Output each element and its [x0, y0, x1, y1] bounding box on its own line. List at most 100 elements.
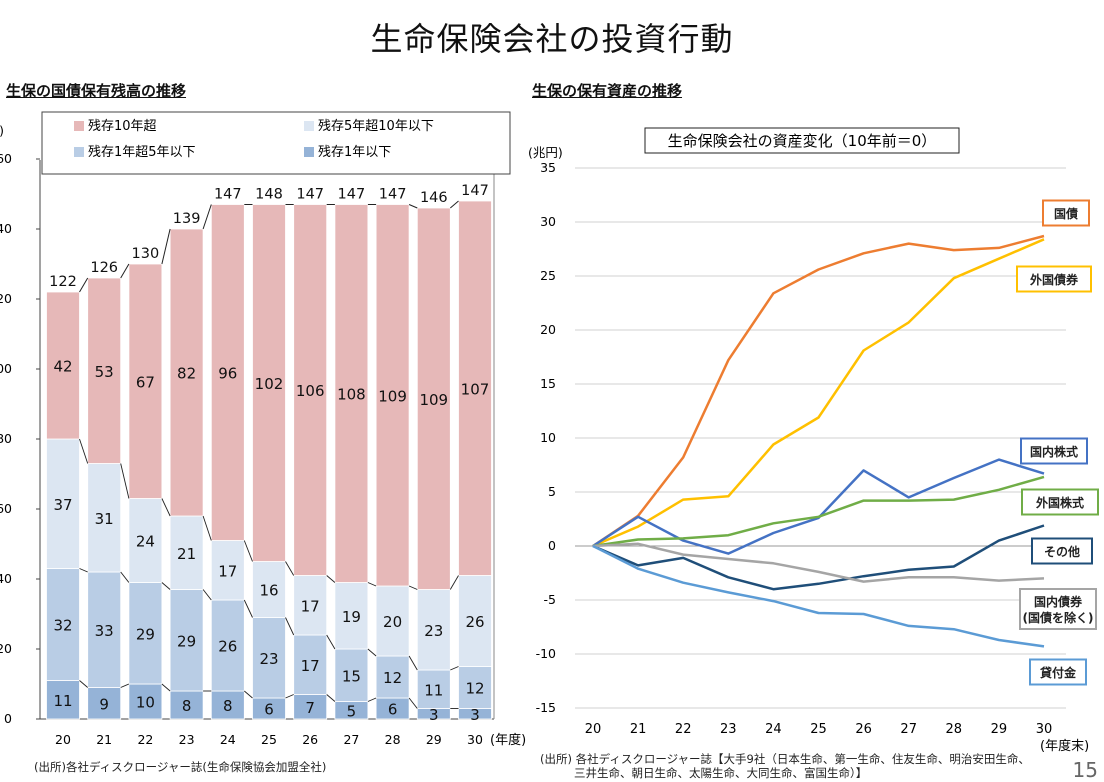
bar-chart-source: (出所)各社ディスクロージャー誌(生命保険協会加盟全社) [34, 760, 327, 774]
bar-total-label: 147 [296, 187, 324, 203]
line-y-tick-label: 0 [548, 538, 556, 553]
bar-segment-label: 24 [136, 533, 155, 551]
line-series-label: 貸付金 [1040, 665, 1077, 680]
bar-segment-connector [79, 438, 89, 464]
bar-segment-connector [79, 680, 88, 688]
bar-segment-connector [450, 666, 459, 671]
bar-y-tick-label: 120 [0, 291, 12, 306]
bar-y-tick-label: 20 [0, 641, 12, 656]
page-number: 15 [1072, 758, 1098, 782]
bar-segment [46, 291, 80, 440]
bar-x-tick-label: 30 [467, 732, 483, 747]
bar-segment-connector [244, 690, 253, 699]
bar-segment-connector [161, 498, 171, 517]
line-chart-source-line2: 三井生命、朝日生命、太陽生命、大同生命、富国生命）】 [574, 766, 868, 780]
bar-segment-connector [285, 617, 295, 636]
bar-segment-connector [161, 683, 171, 692]
line-series-label: 国内株式 [1030, 444, 1078, 459]
bar-total-connector [449, 200, 459, 209]
line-x-tick-label: 26 [855, 722, 872, 737]
line-x-tick-label: 20 [585, 722, 602, 737]
bar-segment-label: 5 [347, 702, 357, 720]
bar-total-connector [408, 204, 418, 209]
bar-segment-connector [367, 648, 377, 657]
bar-segment-connector [120, 463, 130, 499]
bar-segment [293, 575, 328, 636]
line-x-tick-label: 28 [946, 722, 963, 737]
bar-segment [87, 463, 122, 573]
bar-segment-connector [326, 634, 336, 650]
line-y-tick-label: -15 [536, 700, 556, 715]
line-series-label-box [1020, 437, 1088, 465]
bar-total-label: 122 [49, 274, 77, 290]
bar-y-tick-label: 100 [0, 361, 12, 376]
bar-segment [87, 571, 122, 688]
bar-segment-connector [120, 683, 130, 688]
bar-segment-label: 107 [461, 380, 490, 398]
bar-segment [169, 589, 204, 692]
bar-segment-connector [449, 575, 459, 590]
bar-segment [169, 515, 204, 590]
bar-y-tick-label: 160 [0, 151, 12, 166]
bar-total-label: 148 [255, 187, 283, 203]
bar-segment-label: 3 [429, 706, 439, 724]
bar-segment-label: 21 [177, 545, 196, 563]
line-series-label: 外国債券 [1030, 272, 1079, 287]
bar-segment-label: 37 [53, 496, 72, 514]
line-series-label-box [1029, 658, 1087, 686]
bar-segment-label: 29 [177, 632, 196, 650]
line-series-label: 国内債券 [1034, 594, 1083, 609]
bar-segment-label: 9 [99, 695, 109, 713]
bar-total-connector [79, 277, 89, 293]
line-series-4 [592, 524, 1045, 591]
bar-segment-label: 11 [53, 692, 72, 710]
bar-segment-connector [243, 540, 253, 562]
bar-total-label: 147 [338, 187, 366, 203]
bar-segment [458, 200, 492, 576]
line-y-tick-label: 30 [540, 214, 556, 229]
line-series-label: その他 [1044, 544, 1080, 559]
line-series-label: (国債を除く) [1023, 610, 1094, 625]
bar-segment-label: 26 [218, 638, 237, 656]
line-series-6 [592, 544, 1045, 648]
bar-segment-label: 26 [465, 613, 484, 631]
bar-segment-label: 53 [95, 363, 114, 381]
bar-total-connector [202, 204, 212, 230]
bar-y-tick-label: 40 [0, 571, 12, 586]
line-x-tick-label: 30 [1036, 722, 1053, 737]
line-series-1 [592, 238, 1045, 548]
line-title-box [644, 127, 960, 154]
bar-legend-swatch [74, 121, 84, 131]
line-x-axis-title: (年度末) [1040, 738, 1089, 754]
bar-legend-swatch [74, 147, 84, 157]
bar-segment [375, 585, 410, 657]
bar-segment [375, 655, 410, 699]
bar-segment [293, 694, 328, 720]
bar-x-tick-label: 22 [137, 732, 153, 747]
bar-segment [334, 204, 369, 583]
bar-segment-label: 31 [95, 510, 114, 528]
bar-segment-connector [408, 585, 418, 590]
line-x-tick-label: 29 [991, 722, 1008, 737]
bar-segment-label: 6 [264, 701, 274, 719]
bar-x-tick-label: 25 [261, 732, 277, 747]
bar-segment-label: 96 [218, 365, 237, 383]
bar-segment-label: 109 [419, 391, 448, 409]
line-chart-title: 生命保険会社の資産変化（10年前＝0） [668, 132, 937, 150]
line-series-label-box [1042, 199, 1090, 227]
bar-legend-swatch [304, 121, 314, 131]
bar-segment-label: 108 [337, 386, 366, 404]
bar-segment-label: 11 [424, 681, 443, 699]
line-y-tick-label: -5 [544, 592, 556, 607]
bar-segment-label: 23 [259, 650, 278, 668]
bar-legend-label: 残存5年超10年以下 [318, 119, 434, 134]
bar-segment-label: 102 [255, 375, 284, 393]
bar-segment [416, 589, 451, 671]
bar-segment [46, 568, 80, 681]
bar-segment [293, 204, 328, 576]
bar-segment [416, 669, 451, 709]
bar-segment [458, 666, 492, 709]
line-series-label: 国債 [1054, 206, 1078, 221]
bar-segment [128, 582, 163, 685]
bar-legend-box [41, 111, 511, 175]
